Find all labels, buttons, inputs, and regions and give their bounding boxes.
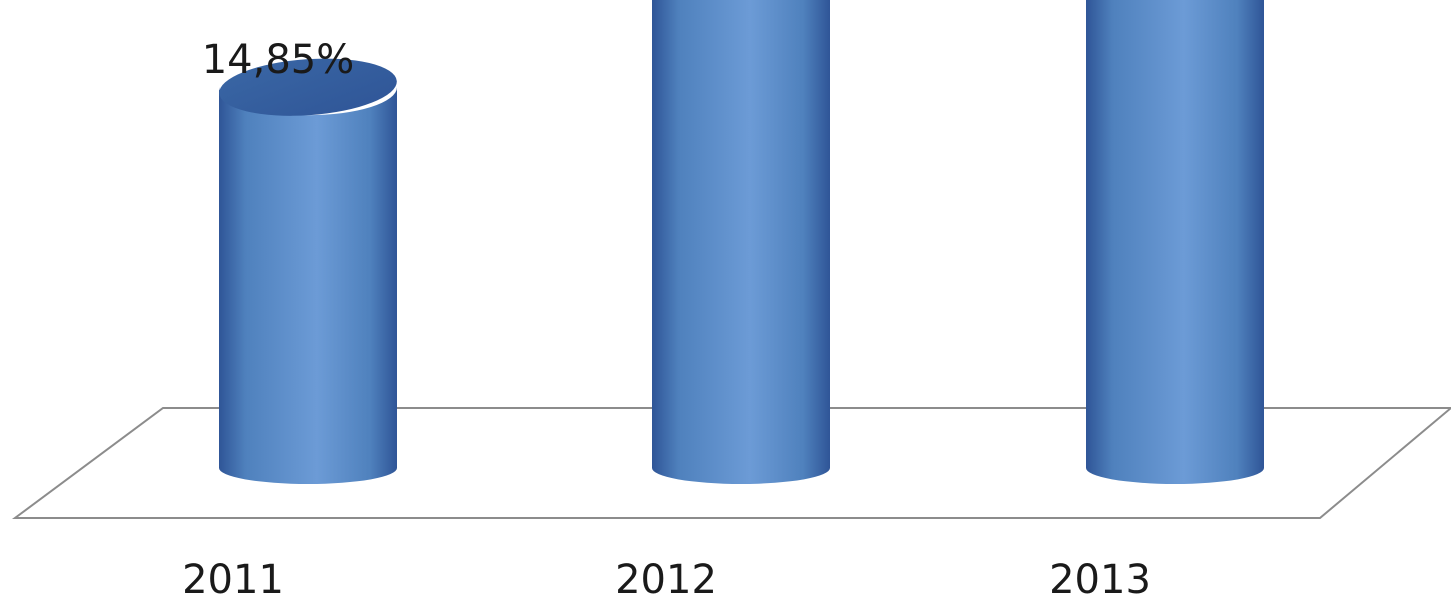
category-label-2013: 2013: [1049, 557, 1151, 600]
bar-body: [1086, 0, 1264, 484]
bar-2011: [219, 58, 397, 484]
bars-group: [219, 0, 1264, 484]
bar-top-cap: [219, 58, 397, 116]
value-label-2011: 14,85%: [202, 37, 355, 83]
bar-2012: [652, 0, 830, 484]
bar-body: [652, 0, 830, 484]
category-label-2012: 2012: [615, 557, 717, 600]
category-label-2011: 2011: [182, 557, 284, 600]
bar-body: [219, 87, 397, 484]
bar-2013: [1086, 0, 1264, 484]
